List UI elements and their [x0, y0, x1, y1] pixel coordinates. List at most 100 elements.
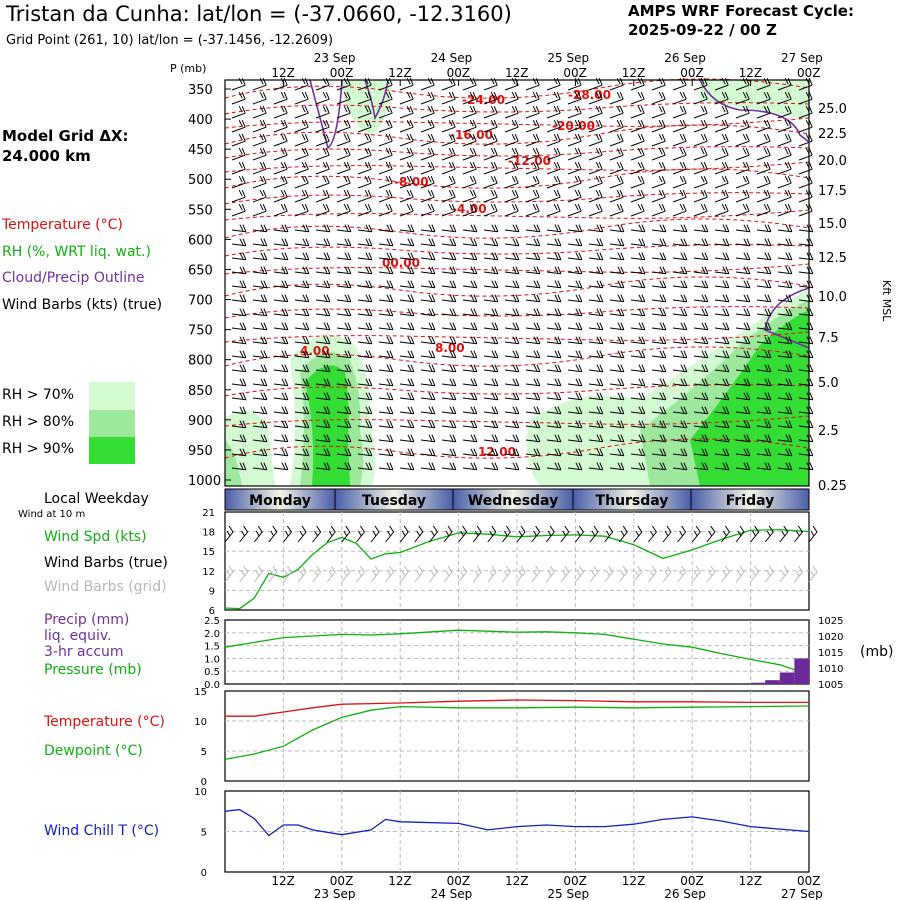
wind-barb: [714, 406, 730, 415]
wind-barb: [252, 364, 268, 373]
wind-barb: [315, 105, 330, 119]
bottom-hour-label: 12Z: [388, 874, 412, 888]
wind-barb: [315, 406, 331, 415]
wind-barb: [609, 224, 625, 233]
kft-tick-label: 0.25: [818, 479, 847, 494]
wind-barb: [462, 336, 478, 345]
wind-barb: [609, 238, 625, 247]
wind-barb: [546, 252, 562, 261]
wind-barb: [420, 266, 436, 275]
temperature-contour-label: -12.00: [508, 154, 551, 168]
wind-barb: [567, 161, 582, 175]
wind-barb: [651, 280, 667, 289]
wind-barb: [609, 203, 624, 217]
wind-barb: [357, 252, 373, 261]
wind-barb: [693, 392, 709, 401]
wind-barb-grid: [721, 565, 731, 583]
wind-barb: [525, 462, 541, 471]
temperature-contour-label: 4.00: [300, 344, 330, 358]
wind-barb: [546, 266, 562, 275]
wind-barb: [483, 175, 498, 189]
wind-barb: [630, 322, 646, 331]
wind-barb-true: [326, 525, 336, 543]
wind-barb: [252, 434, 268, 443]
wind-barb: [462, 294, 478, 303]
wind-barb-grid: [487, 565, 497, 583]
legend-rh: RH (%, WRT liq. wat.): [2, 244, 151, 260]
wind-barb: [483, 203, 498, 217]
wind-barb: [483, 378, 499, 387]
wind-barb: [420, 175, 435, 189]
wind-barb: [399, 392, 415, 401]
wind-barb: [315, 350, 331, 359]
wind-barb: [441, 392, 457, 401]
wind-barb: [546, 189, 561, 203]
pressure-y-tick: 1010: [818, 664, 843, 675]
wind-barb: [315, 238, 331, 247]
wind-barb: [504, 91, 519, 105]
wind-barb: [609, 252, 625, 261]
wind-barb-grid: [575, 565, 585, 583]
wind-barb-grid: [312, 565, 322, 583]
wind-barb: [399, 336, 415, 345]
wind-barb: [399, 133, 414, 147]
wind-barb: [357, 119, 372, 133]
precip-y-tick: 1.5: [204, 642, 220, 653]
wind-barb: [378, 322, 394, 331]
wind-barb: [651, 189, 666, 203]
wind-barb-true: [253, 525, 263, 543]
wind-barb: [294, 224, 310, 233]
wind-barb: [672, 280, 688, 289]
wind-barb: [399, 420, 415, 429]
pressure-line: [224, 629, 810, 672]
wind-barb: [504, 175, 519, 189]
wind-barb: [630, 105, 645, 119]
wind-barb: [399, 105, 414, 119]
wind-barb: [756, 280, 772, 289]
wind-barb: [567, 378, 583, 387]
wind-barb: [630, 308, 646, 317]
temperature-contour-label: -28.00: [568, 88, 611, 102]
precip-bar: [794, 658, 809, 684]
wind-barb: [252, 406, 268, 415]
wind-barb: [672, 336, 688, 345]
temperature-contour: [224, 306, 810, 319]
wind-barb: [777, 266, 793, 275]
wind-barb: [525, 147, 540, 161]
wind-barb: [420, 378, 436, 387]
wind-barb: [525, 280, 541, 289]
wind-barb: [336, 336, 352, 345]
wind-barb: [630, 224, 646, 233]
wind-barb: [567, 119, 582, 133]
wind-barb-true: [531, 525, 541, 543]
wind-barb: [693, 119, 708, 133]
pressure-y-tick: 1015: [818, 648, 843, 659]
wind-barb: [336, 105, 351, 119]
wind-y-tick: 18: [202, 528, 215, 539]
wind-barb: [756, 133, 771, 147]
wind-barb: [735, 294, 751, 303]
wind-barb: [504, 266, 520, 275]
wind-barb: [588, 378, 604, 387]
wind-barb: [504, 322, 520, 331]
rh70-swatch: [89, 382, 135, 410]
wind-barb: [420, 322, 436, 331]
wind-barb: [756, 105, 771, 119]
wind-barb: [462, 119, 477, 133]
cloud-outline-path: [764, 287, 810, 349]
wind-barb: [294, 266, 310, 275]
wind-barb: [546, 350, 562, 359]
wind-barb: [672, 266, 688, 275]
wind-barb: [357, 175, 372, 189]
wind-barb: [420, 364, 436, 373]
wind-barb: [630, 91, 645, 105]
wind-barb: [672, 406, 688, 415]
wind-barb: [609, 175, 624, 189]
wind-barb: [483, 322, 499, 331]
wind-barb: [336, 350, 352, 359]
wind-barb: [567, 448, 583, 457]
wind-barb-grid: [297, 565, 307, 583]
wind-barb: [588, 105, 603, 119]
legend-wind-barbs-true: Wind Barbs (true): [44, 555, 168, 571]
wind-barb: [399, 224, 415, 233]
